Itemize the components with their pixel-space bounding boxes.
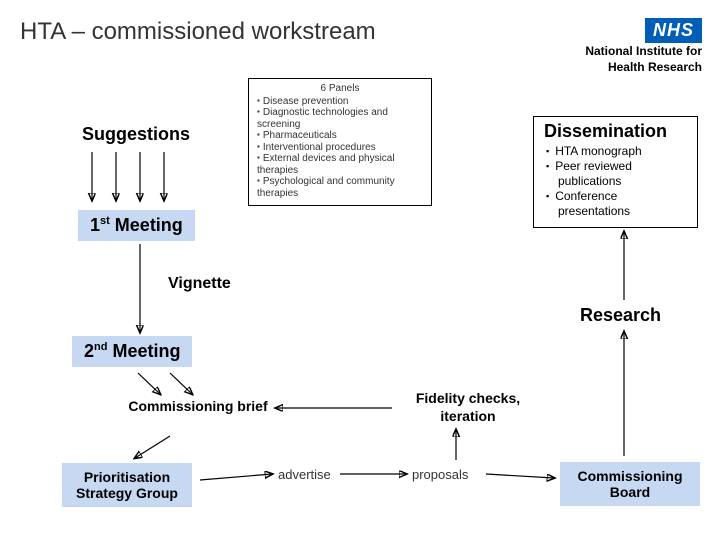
fidelity-node: Fidelity checks, iteration bbox=[398, 390, 538, 426]
m2-ord: nd bbox=[94, 341, 107, 353]
advertise-node: advertise bbox=[278, 466, 331, 484]
panel-item: Pharmaceuticals bbox=[257, 130, 423, 142]
vignette-label: Vignette bbox=[168, 275, 231, 292]
commissioning-brief-label: Commissioning brief bbox=[128, 398, 267, 414]
prioritisation-label: Prioritisation Strategy Group bbox=[62, 463, 192, 507]
panels-box: 6 Panels Disease prevention Diagnostic t… bbox=[248, 78, 432, 206]
meeting-2-node: 2nd Meeting bbox=[72, 336, 192, 367]
panel-item: Diagnostic technologies and screening bbox=[257, 107, 423, 130]
panel-item: Disease prevention bbox=[257, 96, 423, 108]
commissioning-board-label: Commissioning Board bbox=[560, 462, 700, 506]
suggestions-label: Suggestions bbox=[82, 124, 190, 144]
nhs-sub1: National Institute for bbox=[585, 45, 702, 59]
panel-item: External devices and physical therapies bbox=[257, 153, 423, 176]
panels-title: 6 Panels bbox=[257, 83, 423, 95]
panel-item: Interventional procedures bbox=[257, 142, 423, 154]
proposals-node: proposals bbox=[412, 466, 468, 484]
meeting-2-label: 2nd Meeting bbox=[72, 336, 192, 367]
slide-title: HTA – commissioned workstream bbox=[20, 18, 376, 46]
m1-ord: st bbox=[100, 215, 110, 227]
diss-item: Peer reviewed publications bbox=[546, 159, 691, 189]
fidelity-label: Fidelity checks, iteration bbox=[416, 390, 520, 424]
proposals-label: proposals bbox=[412, 467, 468, 482]
nhs-sub2: Health Research bbox=[585, 61, 702, 75]
dissemination-list: HTA monograph Peer reviewed publications… bbox=[544, 144, 691, 219]
m2-post: Meeting bbox=[107, 341, 180, 361]
m2-pre: 2 bbox=[84, 341, 94, 361]
suggestions-node: Suggestions bbox=[82, 124, 190, 145]
nhs-logo: NHS National Institute for Health Resear… bbox=[585, 18, 702, 75]
advertise-label: advertise bbox=[278, 467, 331, 482]
panel-item: Psychological and community therapies bbox=[257, 176, 423, 199]
dissemination-title: Dissemination bbox=[544, 121, 691, 142]
panels-list: Disease prevention Diagnostic technologi… bbox=[257, 96, 423, 200]
commissioning-board-node: Commissioning Board bbox=[560, 462, 700, 506]
research-label: Research bbox=[580, 305, 661, 325]
m1-pre: 1 bbox=[90, 215, 100, 235]
diss-item: HTA monograph bbox=[546, 144, 691, 159]
meeting-1-label: 1st Meeting bbox=[78, 210, 195, 241]
diss-item: Conference presentations bbox=[546, 189, 691, 219]
commissioning-brief-node: Commissioning brief bbox=[128, 398, 268, 416]
nhs-box: NHS bbox=[645, 18, 702, 43]
prioritisation-node: Prioritisation Strategy Group bbox=[62, 463, 192, 507]
m1-post: Meeting bbox=[110, 215, 183, 235]
vignette-node: Vignette bbox=[168, 275, 231, 293]
dissemination-box: Dissemination HTA monograph Peer reviewe… bbox=[533, 116, 698, 228]
research-node: Research bbox=[580, 305, 661, 326]
meeting-1-node: 1st Meeting bbox=[78, 210, 195, 241]
